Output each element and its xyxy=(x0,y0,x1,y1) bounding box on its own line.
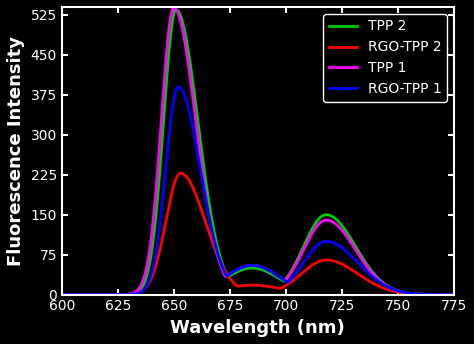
TPP 1 xyxy=(462,293,468,297)
RGO-TPP 1 xyxy=(175,85,181,89)
RGO-TPP 1 xyxy=(451,292,456,297)
Legend: TPP 2, RGO-TPP 2, TPP 1, RGO-TPP 1: TPP 2, RGO-TPP 2, TPP 1, RGO-TPP 1 xyxy=(323,14,447,102)
TPP 1 xyxy=(171,6,177,10)
RGO-TPP 2 xyxy=(462,293,468,297)
TPP 2 xyxy=(377,278,383,282)
RGO-TPP 1 xyxy=(80,293,85,297)
RGO-TPP 2 xyxy=(178,171,183,175)
RGO-TPP 1 xyxy=(59,293,64,297)
TPP 2 xyxy=(462,293,468,297)
RGO-TPP 2 xyxy=(377,284,383,289)
RGO-TPP 1 xyxy=(377,280,383,284)
TPP 1 xyxy=(451,292,456,297)
Y-axis label: Fluorescence Intensity: Fluorescence Intensity xyxy=(7,36,25,266)
TPP 1 xyxy=(80,293,85,297)
Line: RGO-TPP 2: RGO-TPP 2 xyxy=(62,173,465,295)
TPP 2 xyxy=(451,292,456,297)
TPP 2 xyxy=(80,293,85,297)
RGO-TPP 1 xyxy=(255,264,261,268)
TPP 2 xyxy=(173,8,179,12)
RGO-TPP 2 xyxy=(255,283,261,287)
RGO-TPP 1 xyxy=(462,292,468,297)
RGO-TPP 1 xyxy=(245,264,250,268)
RGO-TPP 2 xyxy=(451,292,456,297)
TPP 1 xyxy=(451,292,456,297)
TPP 1 xyxy=(255,264,261,268)
TPP 1 xyxy=(59,293,64,297)
RGO-TPP 2 xyxy=(80,293,85,297)
TPP 2 xyxy=(245,266,250,270)
TPP 1 xyxy=(377,279,383,283)
X-axis label: Wavelength (nm): Wavelength (nm) xyxy=(171,319,345,337)
Line: RGO-TPP 1: RGO-TPP 1 xyxy=(62,87,465,295)
RGO-TPP 1 xyxy=(451,292,456,297)
TPP 1 xyxy=(245,264,250,268)
TPP 2 xyxy=(59,293,64,297)
TPP 2 xyxy=(255,267,261,271)
RGO-TPP 2 xyxy=(451,292,456,297)
TPP 2 xyxy=(451,292,456,297)
Line: TPP 1: TPP 1 xyxy=(62,8,465,295)
RGO-TPP 2 xyxy=(245,283,250,287)
Line: TPP 2: TPP 2 xyxy=(62,10,465,295)
RGO-TPP 2 xyxy=(59,293,64,297)
